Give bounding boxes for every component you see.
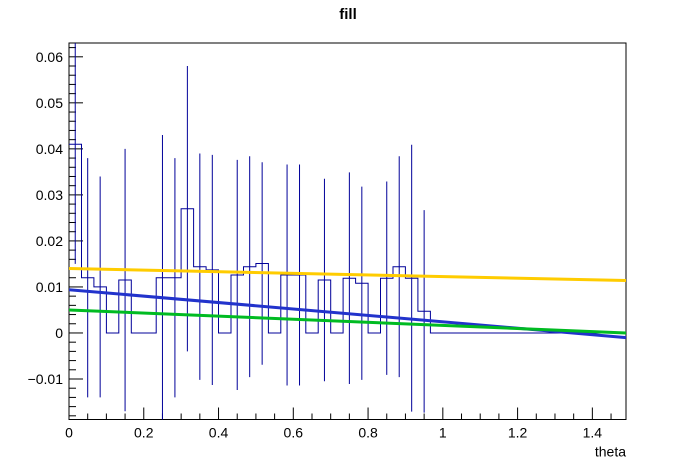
y-axis-tick-label: −0.01 [28,371,64,387]
x-axis-tick-label: 0.8 [358,425,378,441]
chart-title: fill [339,6,357,23]
y-axis-tick-label: 0.05 [36,95,63,111]
x-axis-tick-label: 0.2 [134,425,154,441]
x-axis-tick-label: 1 [439,425,447,441]
fit-line-yellow [68,267,627,282]
x-axis-tick-label: 1.2 [508,425,528,441]
y-axis-tick-label: 0.06 [36,49,63,65]
fit-line-green [68,308,627,335]
x-axis-tick-label: 0.6 [284,425,304,441]
y-axis-tick-label: 0.04 [36,141,63,157]
y-axis-tick-label: 0 [55,325,63,341]
x-axis-tick-label: 0 [65,425,73,441]
x-axis-tick-label: 1.4 [583,425,603,441]
y-axis-tick-label: 0.03 [36,187,63,203]
plot-frame [68,42,627,420]
x-axis-tick-label: 0.4 [209,425,229,441]
y-axis-tick-label: 0.02 [36,233,63,249]
y-axis-tick-label: 0.01 [36,279,63,295]
x-axis-title: theta [595,444,626,460]
histogram-outline [69,143,626,334]
